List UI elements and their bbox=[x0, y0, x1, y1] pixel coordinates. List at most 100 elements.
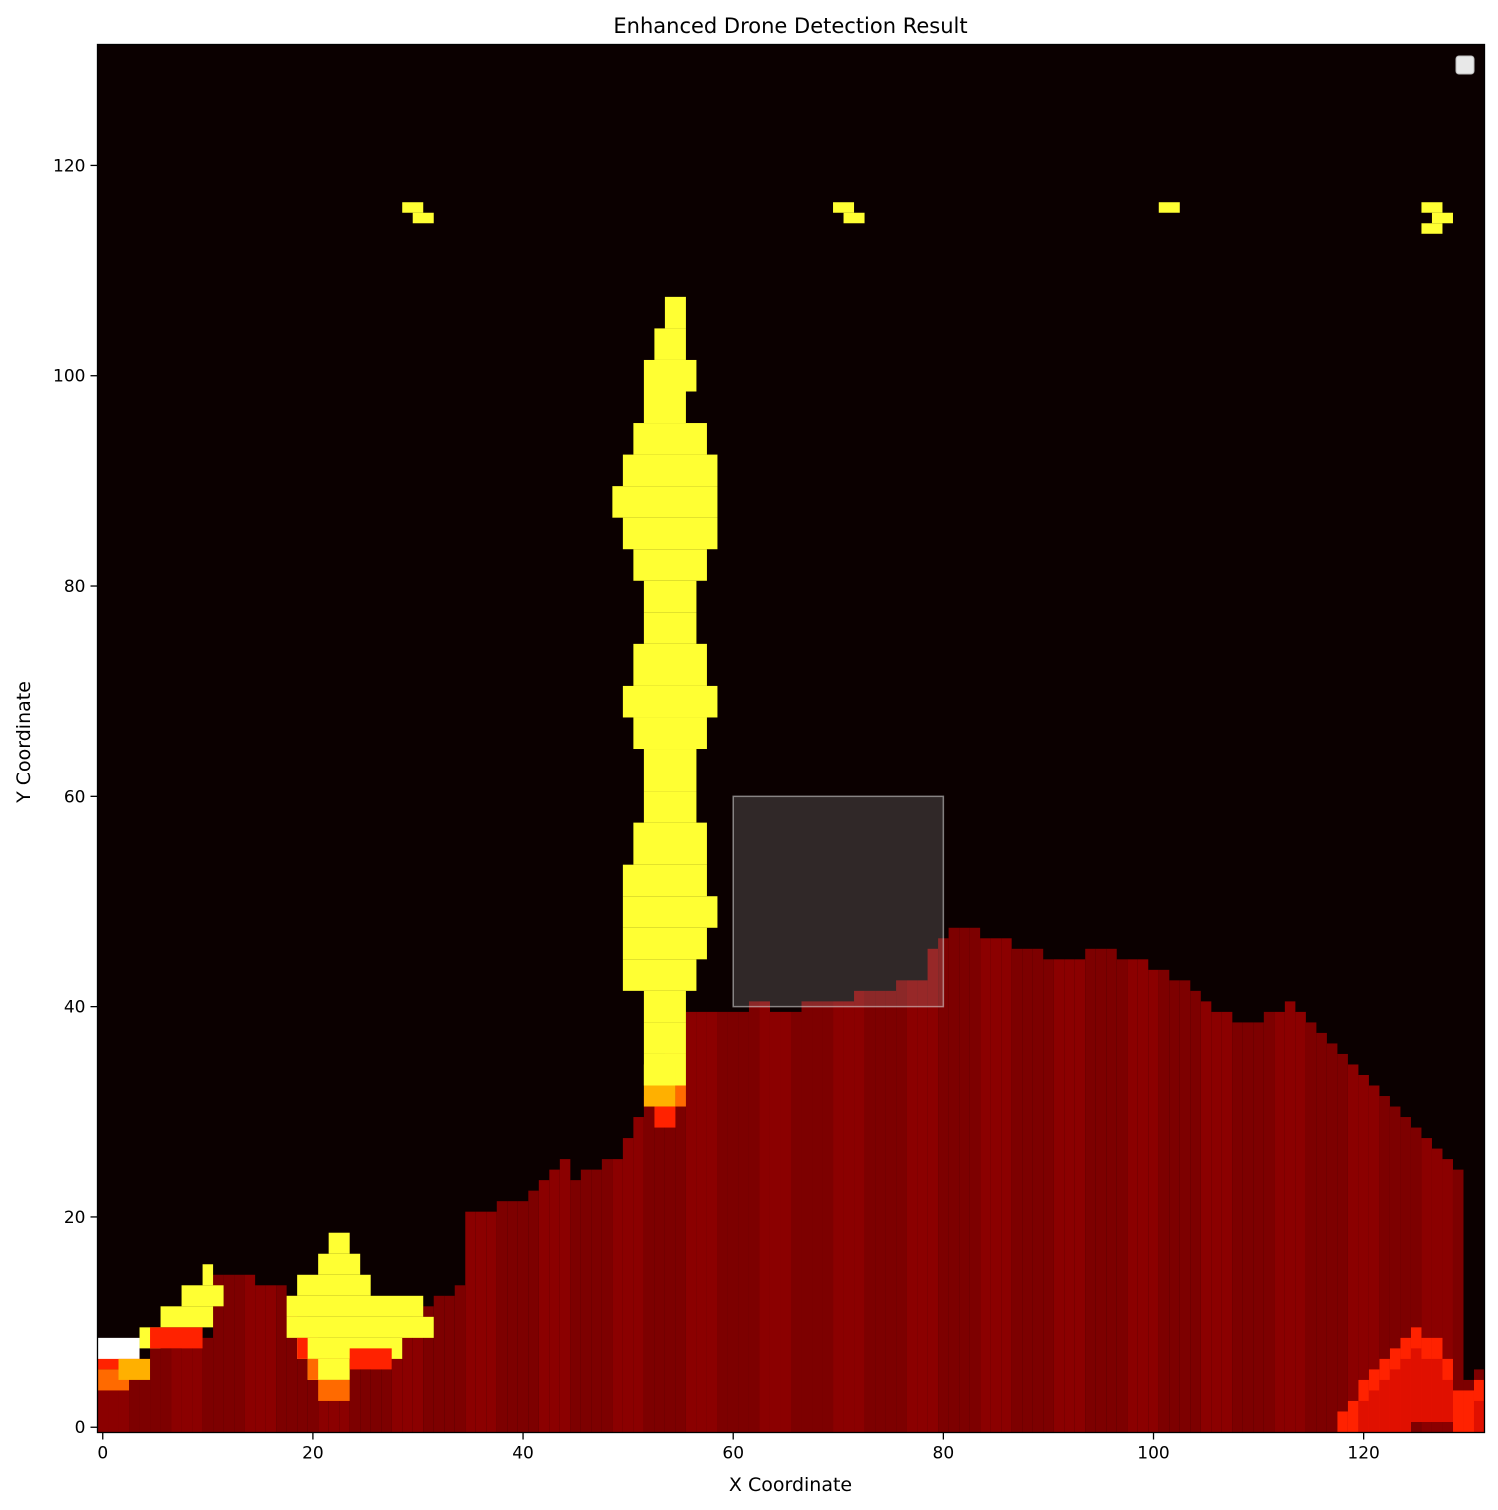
ground-column bbox=[1221, 1011, 1233, 1433]
peak-row bbox=[202, 1264, 214, 1286]
ground-column bbox=[108, 1369, 119, 1433]
hotspot-cell bbox=[1410, 1348, 1422, 1422]
ground-column bbox=[1442, 1159, 1453, 1433]
ground-column bbox=[171, 1348, 182, 1433]
peak-row bbox=[318, 1253, 361, 1275]
y-tick-label: 100 bbox=[53, 367, 85, 387]
plot-area bbox=[96, 43, 1486, 1434]
ground-column bbox=[927, 948, 939, 1433]
ground-column bbox=[412, 1316, 424, 1433]
ground-column bbox=[1389, 1106, 1401, 1433]
ground-column bbox=[129, 1358, 140, 1433]
axes-frame bbox=[96, 43, 1486, 1434]
plume-row bbox=[643, 580, 697, 613]
ground-column bbox=[990, 938, 1002, 1433]
x-tick-label: 100 bbox=[1137, 1444, 1169, 1464]
ground-column bbox=[454, 1285, 466, 1433]
ground-column bbox=[959, 927, 970, 1433]
ground-column bbox=[433, 1295, 445, 1433]
x-tick-label: 80 bbox=[933, 1444, 955, 1464]
ground-column bbox=[1421, 1138, 1432, 1433]
ground-column bbox=[549, 1169, 560, 1433]
ground-column bbox=[1200, 1001, 1212, 1433]
plume-base-cell bbox=[643, 1064, 676, 1086]
ground-column bbox=[297, 1316, 308, 1433]
ground-column bbox=[885, 990, 897, 1433]
ground-column bbox=[402, 1327, 413, 1433]
x-axis-label: X Coordinate bbox=[729, 1474, 852, 1496]
ground-column bbox=[1326, 1043, 1338, 1433]
peak-row bbox=[286, 1316, 434, 1338]
hotspot-cell bbox=[833, 202, 855, 213]
ground-column bbox=[1431, 1148, 1443, 1433]
y-axis-ticks: 0 20 40 60 80 100 120 bbox=[53, 156, 98, 1438]
plume-row bbox=[622, 927, 707, 960]
ground-column bbox=[1211, 1011, 1222, 1433]
ground-column bbox=[276, 1285, 287, 1433]
ground-column bbox=[1232, 1022, 1243, 1433]
hotspot-cell bbox=[1431, 212, 1453, 224]
ground-column bbox=[759, 1001, 770, 1433]
plume-row bbox=[612, 486, 718, 518]
hotspot-cell bbox=[1421, 223, 1443, 234]
ground-column bbox=[706, 1011, 718, 1433]
ground-column bbox=[601, 1159, 613, 1433]
ground-column bbox=[1242, 1022, 1254, 1433]
ground-column bbox=[1274, 1011, 1285, 1433]
plume-row bbox=[643, 990, 686, 1023]
ground-column bbox=[1316, 1032, 1327, 1433]
x-tick-label: 40 bbox=[512, 1444, 534, 1464]
ground-column bbox=[875, 990, 886, 1433]
legend-box bbox=[1455, 55, 1475, 75]
ground-column bbox=[822, 1001, 834, 1433]
ground-column bbox=[1368, 1085, 1380, 1433]
ground-column bbox=[528, 1190, 539, 1433]
ground-column bbox=[118, 1369, 130, 1433]
ground-column bbox=[622, 1138, 634, 1433]
plume-base-cell bbox=[643, 1085, 676, 1107]
hotspot-cell bbox=[1379, 1379, 1390, 1433]
plume-row bbox=[622, 896, 718, 928]
ground-column bbox=[896, 980, 907, 1433]
detection-zone-box bbox=[732, 795, 945, 1008]
ground-column bbox=[381, 1348, 392, 1433]
y-tick-label: 80 bbox=[64, 577, 86, 597]
ground-column bbox=[643, 1096, 655, 1433]
ground-column bbox=[1169, 980, 1180, 1433]
plume-row bbox=[643, 791, 697, 823]
ground-column bbox=[1400, 1117, 1411, 1433]
ground-column bbox=[738, 1011, 749, 1433]
ground-column bbox=[864, 990, 876, 1433]
peak-row bbox=[297, 1274, 371, 1296]
plume-row bbox=[654, 328, 686, 360]
ground-column bbox=[1179, 980, 1191, 1433]
ground-column bbox=[234, 1274, 245, 1433]
ground-column bbox=[538, 1180, 550, 1433]
ground-column bbox=[559, 1159, 571, 1433]
plume-row bbox=[664, 296, 686, 329]
x-tick-label: 120 bbox=[1347, 1444, 1379, 1464]
ground-column bbox=[1116, 959, 1128, 1433]
ground-column bbox=[1127, 959, 1138, 1433]
ground-column bbox=[780, 1011, 791, 1433]
ground-column bbox=[570, 1180, 581, 1433]
hotspot-cell bbox=[1337, 1411, 1348, 1433]
plume-row bbox=[643, 1022, 686, 1054]
ground-column bbox=[223, 1274, 235, 1433]
ground-column bbox=[265, 1285, 277, 1433]
ground-column bbox=[1452, 1169, 1464, 1433]
ground-column bbox=[769, 1011, 781, 1433]
ground-column bbox=[465, 1211, 476, 1433]
hotspot-cell bbox=[1347, 1400, 1359, 1433]
ground-column bbox=[496, 1201, 508, 1433]
plume-base-cell bbox=[654, 1106, 676, 1128]
ground-column bbox=[1106, 948, 1117, 1433]
ground-column bbox=[591, 1169, 602, 1433]
heatmap-cells bbox=[97, 202, 1485, 1433]
ground-column bbox=[1347, 1064, 1359, 1433]
ground-column bbox=[370, 1358, 382, 1433]
ground-column bbox=[969, 927, 981, 1433]
ground-column bbox=[1158, 969, 1170, 1433]
plume-row bbox=[643, 359, 697, 392]
